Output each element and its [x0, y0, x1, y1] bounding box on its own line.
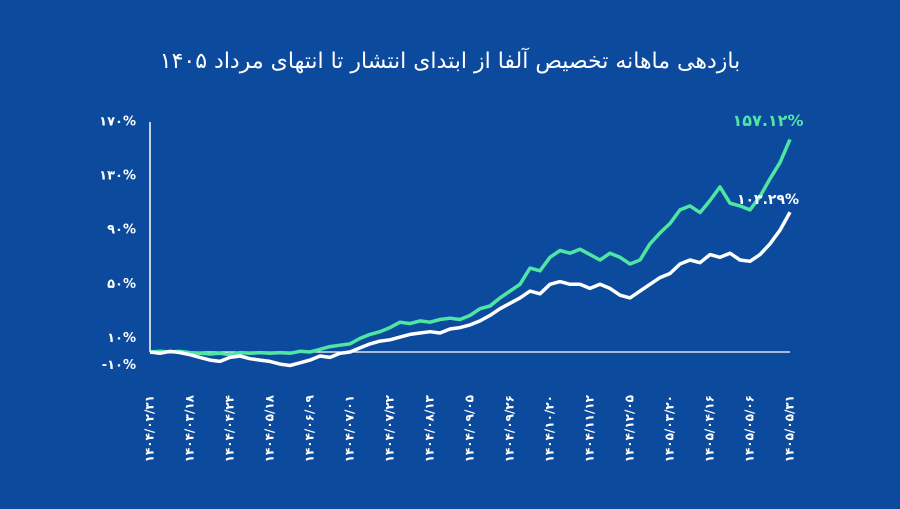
y-tick-label: ۱۷۰% [99, 115, 136, 130]
y-tick-label: -۱۰% [102, 358, 136, 373]
x-tick-label: ۱۴۰۵/۰۵/۳۱ [783, 395, 797, 462]
y-tick-label: ۹۰% [107, 223, 136, 238]
x-tick-label: ۱۴۰۴/۱۰/۲۰ [543, 395, 557, 462]
x-tick-label: ۱۴۰۴/۱۱/۱۲ [583, 394, 597, 462]
value-label: ۱۰۳.۲۹% [737, 192, 799, 208]
x-tick-label: ۱۴۰۵/۰۴/۱۶ [703, 395, 717, 462]
x-tick-label: ۱۴۰۴/۰۹/۰۵ [463, 395, 477, 462]
x-tick-label: ۱۴۰۴/۰۹/۲۶ [503, 395, 517, 462]
chart-title: بازدهی ماهانه تخصیص آلفا از ابتدای انتشا… [160, 47, 740, 74]
series-line [149, 138, 792, 357]
y-tick-label: ۵۰% [107, 277, 136, 292]
series-line [149, 211, 792, 368]
y-tick-label: ۱۳۰% [99, 169, 136, 184]
x-tick-label: ۱۴۰۴/۰۸/۱۳ [423, 394, 437, 462]
x-tick-label: ۱۴۰۴/۰۴/۲۴ [223, 395, 237, 462]
x-tick-label: ۱۴۰۴/۰۳/۱۸ [183, 394, 197, 462]
y-tick-label: ۱۰% [107, 331, 136, 346]
x-tick-label: ۱۴۰۵/۰۵/۰۶ [743, 395, 757, 462]
value-label: ۱۵۷.۱۲% [733, 111, 804, 130]
x-tick-label: ۱۴۰۴/۱۲/۰۵ [623, 395, 637, 462]
x-tick-label: ۱۴۰۴/۰۲/۳۱ [143, 395, 157, 462]
x-tick-label: ۱۴۰۵/۰۳/۲۰ [663, 395, 677, 462]
x-tick-label: ۱۴۰۴/۰۵/۱۸ [263, 394, 277, 462]
x-tick-label: ۱۴۰۴/۰۶/۰۹ [303, 394, 317, 462]
x-tick-label: ۱۴۰۴/۰۷/۲۲ [383, 394, 397, 462]
x-tick-label: ۱۴۰۴/۰۷/۰۱ [343, 395, 357, 462]
